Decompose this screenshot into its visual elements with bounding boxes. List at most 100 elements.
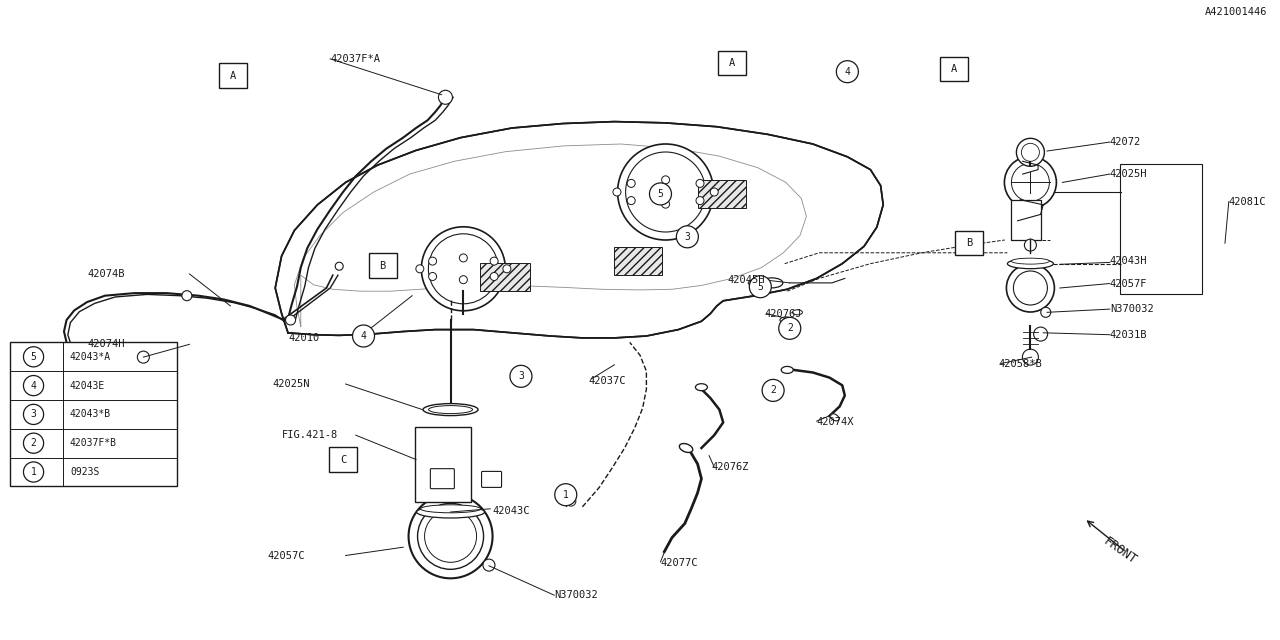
Circle shape [285, 315, 296, 325]
Polygon shape [275, 122, 883, 338]
Text: 42037F*B: 42037F*B [70, 438, 116, 448]
Text: 2: 2 [787, 323, 792, 333]
Bar [369, 253, 397, 278]
Text: 1: 1 [563, 490, 568, 500]
Text: C: C [340, 454, 346, 465]
Circle shape [1006, 264, 1055, 312]
Text: N370032: N370032 [1110, 304, 1153, 314]
Text: 42043*B: 42043*B [70, 410, 111, 419]
Text: FRONT: FRONT [1101, 534, 1139, 566]
Text: 42057C: 42057C [268, 550, 305, 561]
Text: 42043*A: 42043*A [70, 352, 111, 362]
Circle shape [1005, 156, 1056, 209]
Circle shape [490, 273, 498, 280]
Text: 42043H: 42043H [1110, 256, 1147, 266]
Text: 42074B: 42074B [87, 269, 124, 279]
Bar [1120, 164, 1202, 294]
Text: 42077C: 42077C [660, 558, 698, 568]
Circle shape [408, 494, 493, 579]
Text: 42025H: 42025H [1110, 169, 1147, 179]
Bar [718, 51, 746, 75]
Text: 42076J: 42076J [764, 308, 801, 319]
Circle shape [460, 276, 467, 284]
Circle shape [626, 152, 705, 232]
Text: 42043C: 42043C [493, 506, 530, 516]
Bar [415, 428, 471, 502]
Circle shape [1034, 327, 1047, 341]
Circle shape [662, 176, 669, 184]
Circle shape [836, 61, 859, 83]
Text: 3: 3 [31, 410, 36, 419]
Circle shape [137, 351, 150, 363]
Text: 0923S: 0923S [70, 467, 100, 477]
Text: 42074X: 42074X [817, 417, 854, 428]
Circle shape [662, 200, 669, 208]
Bar [698, 180, 746, 208]
Circle shape [439, 90, 452, 104]
Circle shape [429, 257, 436, 265]
Bar [955, 231, 983, 255]
Circle shape [335, 262, 343, 270]
Circle shape [23, 433, 44, 453]
Circle shape [1014, 271, 1047, 305]
Circle shape [421, 227, 506, 311]
Circle shape [618, 144, 714, 240]
Circle shape [1041, 307, 1051, 317]
Text: 42043E: 42043E [70, 381, 105, 390]
Bar [614, 247, 663, 275]
Circle shape [710, 188, 718, 196]
Circle shape [627, 196, 635, 205]
Circle shape [554, 484, 577, 506]
Circle shape [352, 325, 375, 347]
Bar [10, 342, 177, 486]
Ellipse shape [781, 367, 794, 373]
Circle shape [23, 347, 44, 367]
Circle shape [762, 380, 785, 401]
Text: 42072: 42072 [1110, 137, 1140, 147]
Circle shape [503, 265, 511, 273]
Text: 5: 5 [31, 352, 36, 362]
Ellipse shape [680, 444, 692, 452]
Circle shape [1024, 239, 1037, 251]
Text: A421001446: A421001446 [1204, 6, 1267, 17]
Circle shape [1023, 349, 1038, 365]
Circle shape [429, 273, 436, 280]
Text: 42074H: 42074H [87, 339, 124, 349]
Circle shape [649, 183, 672, 205]
Text: 42045H: 42045H [727, 275, 764, 285]
Ellipse shape [424, 404, 477, 415]
Circle shape [417, 503, 484, 570]
Text: 5: 5 [658, 189, 663, 199]
Text: 2: 2 [31, 438, 36, 448]
Circle shape [509, 365, 532, 387]
Text: B: B [966, 238, 972, 248]
Circle shape [483, 559, 495, 571]
Text: 42031B: 42031B [1110, 330, 1147, 340]
Ellipse shape [829, 413, 840, 421]
Circle shape [696, 179, 704, 188]
FancyBboxPatch shape [430, 468, 454, 489]
Text: N370032: N370032 [554, 590, 598, 600]
Bar [219, 63, 247, 88]
Circle shape [23, 462, 44, 482]
Text: A: A [230, 70, 236, 81]
Text: 5: 5 [758, 282, 763, 292]
Ellipse shape [780, 317, 792, 323]
Bar [1011, 200, 1041, 240]
Circle shape [429, 234, 498, 304]
Text: 42058*B: 42058*B [998, 358, 1042, 369]
Ellipse shape [1007, 259, 1053, 269]
Circle shape [613, 188, 621, 196]
Circle shape [416, 265, 424, 273]
Text: A: A [951, 64, 956, 74]
Text: A: A [730, 58, 735, 68]
Ellipse shape [1011, 258, 1050, 264]
Text: 2: 2 [771, 385, 776, 396]
Text: 1: 1 [31, 467, 36, 477]
Text: 42037C: 42037C [589, 376, 626, 386]
Circle shape [23, 376, 44, 396]
Text: 42010: 42010 [288, 333, 319, 343]
Ellipse shape [792, 310, 803, 315]
Ellipse shape [760, 278, 783, 288]
Circle shape [749, 276, 772, 298]
